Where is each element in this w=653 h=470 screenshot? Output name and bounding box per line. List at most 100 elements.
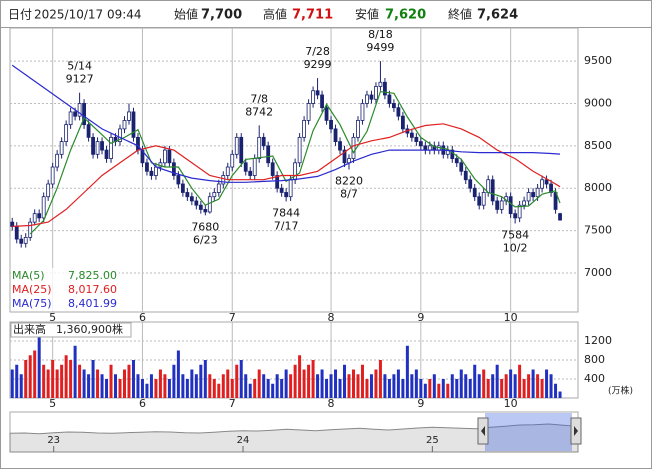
candle-body bbox=[279, 187, 284, 193]
annotation-date: 6/23 bbox=[193, 233, 218, 246]
volume-bar bbox=[423, 383, 427, 398]
header-low-label: 安値 bbox=[355, 7, 379, 22]
candle-body bbox=[243, 162, 248, 172]
volume-bar bbox=[392, 374, 396, 398]
candle-body bbox=[198, 204, 203, 210]
candle-body bbox=[531, 192, 535, 198]
candle-body bbox=[230, 153, 235, 168]
candle-body bbox=[127, 111, 131, 121]
volume-bar bbox=[24, 360, 28, 398]
candle-body bbox=[28, 221, 33, 238]
candle-body bbox=[257, 136, 262, 159]
annotation-value: 7680 bbox=[191, 220, 219, 233]
candle-body bbox=[338, 141, 342, 151]
volume-bar bbox=[190, 369, 194, 398]
volume-bar bbox=[527, 374, 531, 398]
candle-body bbox=[185, 192, 190, 198]
candle-body bbox=[14, 225, 19, 240]
navigator-tick-label: 23 bbox=[47, 435, 60, 446]
legend-name: MA(25) bbox=[12, 283, 52, 296]
candle-body bbox=[535, 187, 540, 198]
header-open: 7,700 bbox=[201, 8, 242, 23]
header-low: 7,620 bbox=[385, 8, 426, 23]
volume-bar bbox=[19, 374, 23, 398]
candle-body bbox=[472, 187, 477, 198]
candle-body bbox=[333, 128, 338, 142]
volume-bar bbox=[396, 369, 400, 398]
candle-body bbox=[302, 120, 307, 138]
navigator-tick-label: 24 bbox=[237, 435, 250, 446]
volume-bar bbox=[212, 379, 216, 398]
volume-bar bbox=[145, 383, 149, 398]
candle-body bbox=[383, 81, 387, 96]
volume-bar bbox=[37, 336, 41, 398]
candle-body bbox=[288, 179, 293, 198]
x-tick-label: 9 bbox=[417, 311, 424, 324]
candle-body bbox=[248, 170, 253, 176]
ma-line bbox=[11, 64, 561, 183]
volume-bar bbox=[491, 374, 495, 398]
candle-body bbox=[104, 149, 109, 159]
candle-body bbox=[95, 141, 100, 155]
annotation-date: 8/18 bbox=[368, 28, 393, 41]
volume-bar bbox=[554, 383, 558, 398]
annotation-date: 7/17 bbox=[274, 219, 299, 232]
volume-bar bbox=[172, 364, 176, 398]
legend-box bbox=[11, 268, 119, 311]
volume-bar bbox=[248, 383, 252, 398]
candle-body bbox=[32, 213, 37, 223]
candle-body bbox=[365, 94, 369, 104]
volume-bar bbox=[549, 374, 553, 398]
navigator-selection[interactable] bbox=[485, 413, 572, 451]
volume-bar bbox=[244, 374, 248, 398]
volume-bar bbox=[109, 364, 113, 398]
volume-bar bbox=[414, 369, 418, 398]
volume-bar bbox=[302, 369, 306, 398]
legend-name: MA(5) bbox=[12, 269, 45, 282]
volume-bar bbox=[158, 369, 162, 398]
volume-bar bbox=[545, 369, 549, 398]
volume-bar bbox=[446, 383, 450, 398]
candle-body bbox=[463, 170, 468, 181]
candle-body bbox=[252, 158, 257, 176]
candle-body bbox=[486, 179, 491, 193]
candle-body bbox=[216, 183, 221, 193]
candle-body bbox=[55, 153, 60, 168]
volume-bar bbox=[473, 364, 477, 398]
volume-bar bbox=[280, 379, 284, 398]
volume-bar bbox=[275, 374, 279, 398]
volume-bar bbox=[122, 369, 126, 398]
legend-name: MA(75) bbox=[12, 297, 52, 310]
volume-bar bbox=[401, 379, 405, 398]
candle-body bbox=[23, 236, 28, 244]
volume-bar bbox=[118, 379, 122, 398]
volume-bar bbox=[217, 383, 221, 398]
volume-bar bbox=[239, 360, 243, 398]
header-close: 7,624 bbox=[477, 8, 518, 23]
volume-bar bbox=[226, 369, 230, 398]
candle-body bbox=[109, 136, 113, 159]
candle-body bbox=[19, 238, 24, 244]
candle-body bbox=[145, 162, 149, 172]
volume-bar bbox=[504, 374, 508, 398]
candle-body bbox=[50, 166, 55, 185]
volume-bar bbox=[540, 379, 544, 398]
y-tick-label: 9000 bbox=[584, 96, 612, 109]
candle-body bbox=[189, 196, 194, 202]
header-close-label: 終値 bbox=[448, 7, 472, 22]
volume-bar bbox=[167, 379, 171, 398]
volume-bar bbox=[486, 379, 490, 398]
candle-body bbox=[454, 158, 459, 164]
candle-body bbox=[409, 132, 414, 138]
volume-bar bbox=[468, 379, 472, 398]
candle-body bbox=[351, 136, 356, 159]
volume-bar bbox=[311, 360, 315, 398]
navigator-area bbox=[9, 423, 579, 453]
header-open-label: 始値 bbox=[174, 7, 198, 22]
volume-bar bbox=[432, 374, 436, 398]
volume-bar bbox=[387, 379, 391, 398]
candle-body bbox=[180, 183, 185, 193]
x-tick-label: 7 bbox=[229, 311, 236, 324]
annotation-date: 5/14 bbox=[67, 60, 92, 73]
x-tick-label: 5 bbox=[49, 397, 56, 410]
